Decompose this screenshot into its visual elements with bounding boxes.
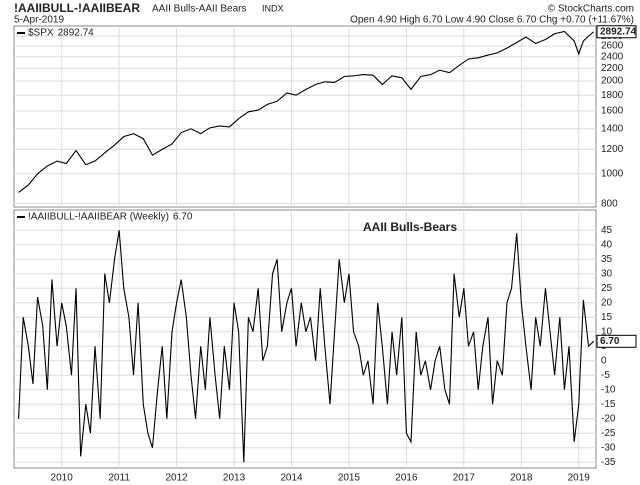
value-tag-label: 2892.74 <box>600 26 637 37</box>
y-tick-label: -5 <box>601 370 610 381</box>
y-tick-label: 2200 <box>601 63 624 74</box>
y-tick-label: -15 <box>601 399 616 410</box>
line <box>18 30 595 193</box>
value-tag-label: 6.70 <box>600 336 620 347</box>
quote: Open 4.90 High 6.70 Low 4.90 Close 6.70 … <box>350 15 634 26</box>
y-tick-label: 1200 <box>601 144 624 155</box>
symbol: !AAIIBULL-!AAIIBEAR <box>14 1 140 15</box>
y-tick-label: 1600 <box>601 106 624 117</box>
legend-value: 6.70 <box>173 212 193 223</box>
annotation: AAII Bulls-Bears <box>363 220 457 234</box>
y-tick-label: -35 <box>601 457 616 468</box>
y-tick-label: 15 <box>601 312 613 323</box>
x-tick-label: 2013 <box>223 473 246 484</box>
x-tick-label: 2018 <box>510 473 533 484</box>
y-tick-label: 2600 <box>601 41 624 52</box>
legend-label: !AAIIBULL-!AAIIBEAR (Weekly) <box>28 212 169 223</box>
y-tick-label: 1400 <box>601 123 624 134</box>
x-tick-label: 2014 <box>280 473 303 484</box>
x-tick-label: 2017 <box>453 473 476 484</box>
panel <box>13 25 597 208</box>
y-tick-label: 1000 <box>601 168 624 179</box>
legend-label: $SPX <box>28 28 54 39</box>
y-tick-label: 40 <box>601 239 613 250</box>
x-tick-label: 2015 <box>338 473 361 484</box>
y-tick-label: -20 <box>601 413 616 424</box>
y-tick-label: 45 <box>601 225 613 236</box>
y-tick-label: -30 <box>601 442 616 453</box>
y-tick-label: -25 <box>601 428 616 439</box>
y-tick-label: 1800 <box>601 90 624 101</box>
y-tick-label: -10 <box>601 384 616 395</box>
x-tick-label: 2012 <box>165 473 188 484</box>
y-tick-label: 20 <box>601 297 613 308</box>
y-tick-label: 10 <box>601 326 613 337</box>
exchange: INDX <box>262 3 284 13</box>
x-tick-label: 2016 <box>395 473 418 484</box>
x-tick-label: 2010 <box>51 473 74 484</box>
x-tick-label: 2011 <box>108 473 130 484</box>
copyright: © StockCharts.com <box>548 4 634 15</box>
x-tick-label: 2019 <box>568 473 591 484</box>
y-tick-label: 35 <box>601 254 613 265</box>
y-tick-label: 800 <box>601 198 618 209</box>
panel <box>13 209 597 469</box>
y-tick-label: 2400 <box>601 51 624 62</box>
security-name: AAII Bulls-AAII Bears <box>152 4 246 15</box>
legend-value: 2892.74 <box>58 28 95 39</box>
y-tick-label: 2000 <box>601 76 624 87</box>
value-tag <box>596 25 637 39</box>
date: 5-Apr-2019 <box>14 15 64 26</box>
y-tick-label: 0 <box>601 355 607 366</box>
line <box>18 230 595 463</box>
y-tick-label: 25 <box>601 283 613 294</box>
value-tag <box>596 334 637 348</box>
y-tick-label: 30 <box>601 268 613 279</box>
